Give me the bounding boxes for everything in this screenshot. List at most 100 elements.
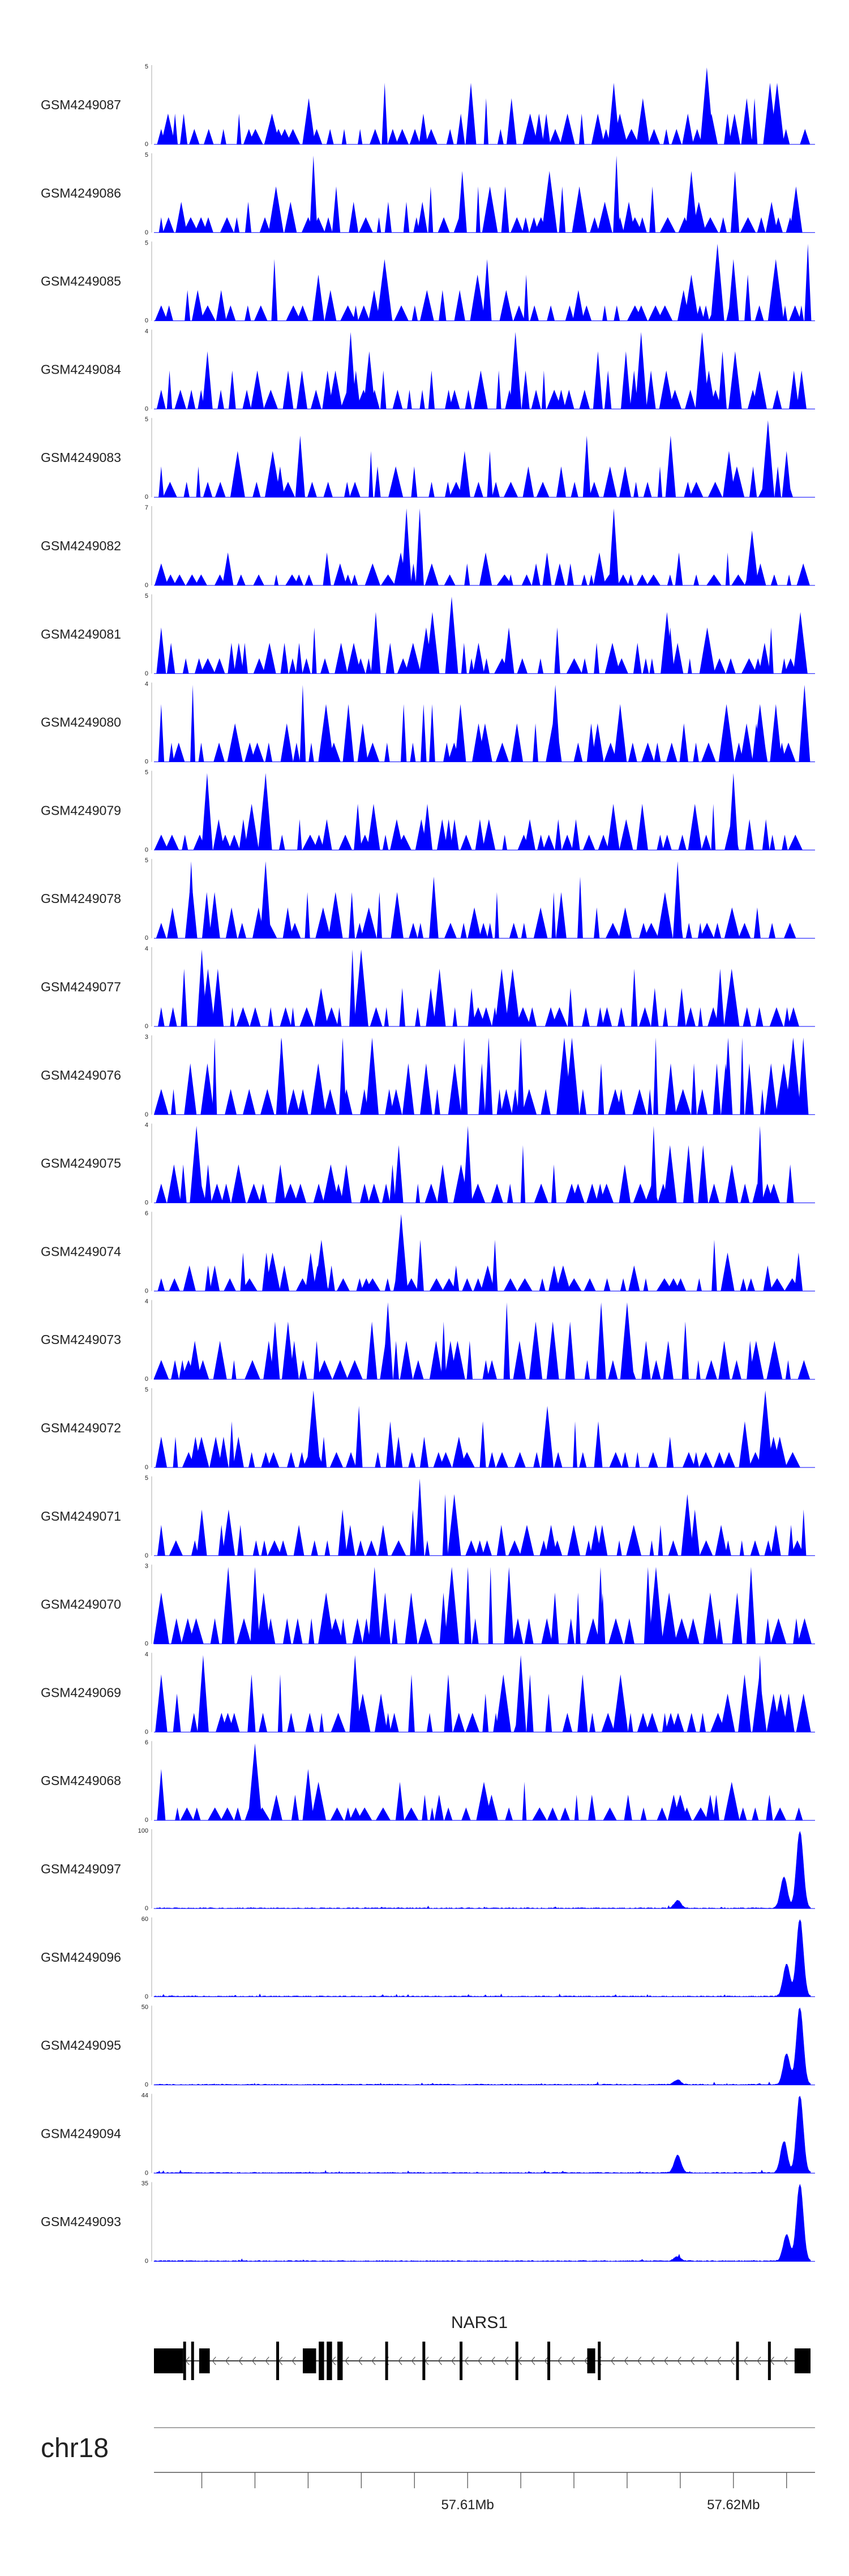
coverage-peak (556, 892, 567, 939)
strand-arrow (358, 2356, 363, 2365)
coverage-peak (371, 612, 381, 674)
y-min-label: 0 (145, 935, 148, 942)
coverage-peak (385, 1089, 394, 1115)
gene-exon (767, 2342, 771, 2380)
coverage-peak (524, 819, 535, 850)
coverage-peak (482, 819, 496, 850)
coverage-peak (687, 1618, 700, 1644)
coverage-peak (275, 1164, 286, 1203)
coverage-peak (556, 466, 566, 498)
coverage-peak (225, 907, 238, 939)
coverage-peak (211, 1183, 223, 1203)
coverage-peak (724, 969, 740, 1026)
coverage-peak (639, 1007, 651, 1026)
track-label: GSM4249080 (41, 715, 121, 730)
coverage-peak (338, 835, 353, 850)
coverage-peak (590, 217, 599, 233)
track-GSM4249085: GSM4249085 5 0 (41, 240, 815, 324)
gene-exon (302, 2348, 316, 2373)
coverage-peak (299, 1007, 314, 1026)
coverage-peak (495, 969, 509, 1026)
coverage-peak (696, 1278, 702, 1291)
coverage-peak (537, 835, 545, 850)
coverage-peak (568, 988, 573, 1026)
coverage-peak (536, 482, 550, 498)
coverage-peak (541, 1618, 552, 1644)
coverage-peak (528, 1007, 537, 1026)
coverage-peak (773, 1436, 787, 1467)
coverage-peak (517, 658, 528, 674)
coverage-peak (608, 83, 620, 144)
coverage-peak (158, 1007, 165, 1026)
coverage-peak (209, 1265, 220, 1291)
coverage-peak (337, 1007, 342, 1026)
coverage-peak (365, 1037, 379, 1115)
coverage-peak (692, 129, 702, 144)
coverage-peak (648, 305, 663, 321)
coverage-peak (278, 1540, 288, 1556)
coverage-peak (268, 186, 284, 233)
coverage-peak (392, 390, 403, 409)
coverage-peak (739, 1807, 747, 1821)
coverage-peak (220, 129, 226, 144)
coverage-peak (615, 658, 628, 674)
track-label: GSM4249077 (41, 979, 121, 994)
coverage-peak (250, 1567, 260, 1644)
coverage-peak (641, 1341, 651, 1380)
coverage-peak (533, 907, 548, 939)
coverage-peak (593, 552, 606, 585)
track-label: GSM4249085 (41, 274, 121, 289)
coverage-peak (316, 1360, 333, 1380)
coverage-peak (684, 275, 699, 321)
coverage-peak (410, 563, 417, 585)
y-max-label: 4 (145, 1122, 148, 1129)
track-label: GSM4249081 (41, 627, 121, 641)
coverage-peak (368, 451, 374, 498)
coverage-peak (424, 1183, 438, 1203)
coverage-peak (175, 1807, 180, 1821)
coverage-peak (515, 1007, 531, 1026)
coverage-peak (305, 574, 314, 585)
coverage-peak (229, 1421, 235, 1467)
gene-exon (327, 2342, 332, 2380)
y-max-label: 5 (145, 593, 148, 600)
coverage-peak (290, 1007, 295, 1026)
coverage-peak (270, 1794, 282, 1821)
coverage-peak (242, 1278, 258, 1291)
coverage-peak (212, 969, 224, 1026)
coverage-peak (384, 742, 390, 762)
coverage-peak (479, 1421, 486, 1467)
coverage-peak (649, 1540, 654, 1556)
coverage-peak (263, 643, 276, 674)
coverage-peak (730, 171, 740, 233)
coverage-peak (387, 129, 398, 144)
coverage-peak (173, 1436, 178, 1467)
coverage-peak (352, 1618, 363, 1644)
coverage-peak (522, 113, 538, 144)
coverage-peak (161, 113, 175, 144)
coverage-peak (180, 1807, 194, 1821)
coverage-peak (718, 704, 735, 762)
coverage-peak (157, 1769, 166, 1821)
coverage-peak (475, 186, 481, 233)
coverage-peak (205, 1265, 212, 1291)
coverage-peak (699, 1540, 713, 1556)
coverage-peak (295, 643, 303, 674)
coverage-peak (754, 907, 761, 939)
coverage-peak (363, 351, 375, 409)
coverage-peak (225, 1089, 237, 1115)
coverage-peak (468, 907, 481, 939)
coverage-peak (551, 892, 556, 939)
track-label: GSM4249097 (41, 1862, 121, 1876)
coverage-peak (302, 658, 311, 674)
coverage-peak (411, 305, 418, 321)
coverage-peak (537, 658, 544, 674)
coverage-peak (696, 1360, 701, 1380)
coverage-peak (426, 988, 436, 1026)
coverage-peak (332, 186, 341, 233)
coverage-peak (401, 508, 411, 585)
coverage-peak (482, 1360, 490, 1380)
coverage-peak (657, 835, 664, 850)
coverage-peak (436, 819, 448, 850)
coverage-peak (573, 1421, 577, 1467)
